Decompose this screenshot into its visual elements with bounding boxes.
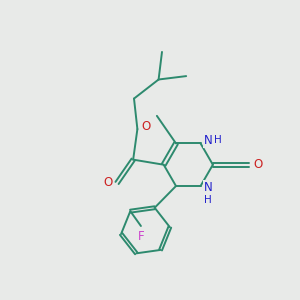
Text: N: N bbox=[204, 134, 213, 147]
Text: H: H bbox=[214, 136, 222, 146]
Text: N: N bbox=[204, 181, 213, 194]
Text: O: O bbox=[253, 158, 262, 171]
Text: H: H bbox=[204, 195, 212, 205]
Text: F: F bbox=[138, 230, 144, 242]
Text: O: O bbox=[103, 176, 113, 190]
Text: O: O bbox=[142, 120, 151, 133]
